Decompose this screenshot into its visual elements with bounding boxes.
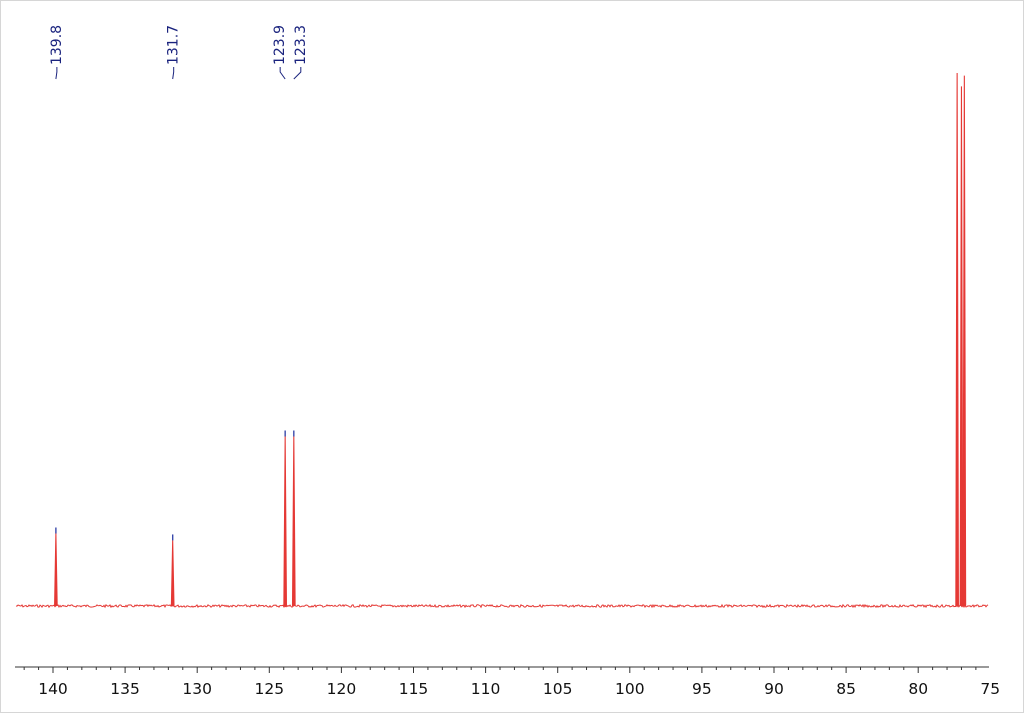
x-tick-label: 130 (182, 680, 212, 698)
x-tick-label: 115 (399, 680, 429, 698)
spectrum-peak (959, 86, 964, 607)
trace-layer (15, 72, 989, 609)
peak-label-connector (293, 67, 302, 80)
x-tick-label: 110 (471, 680, 501, 698)
peak-label-text: 123.9 (272, 25, 288, 65)
spectrum-peak (962, 75, 967, 607)
peak-label: 131.7 (166, 25, 182, 80)
x-tick-label: 120 (327, 680, 357, 698)
peak-label-connector (172, 67, 175, 80)
peak-label: 123.3 (293, 25, 309, 80)
peak-label: 139.8 (49, 25, 65, 80)
spectrum-baseline (15, 603, 989, 609)
peak-label-connector (279, 67, 286, 80)
x-axis: 1401351301251201151101051009590858075706… (15, 666, 1000, 698)
x-tick-label: 105 (543, 680, 573, 698)
peak-label-text: 139.8 (49, 25, 65, 65)
peak-label-layer: 139.8131.7123.9123.359.439.526.425.717.7… (49, 25, 309, 80)
peak-label-connector (55, 67, 58, 80)
spectrum-peak (170, 540, 175, 607)
x-tick-label: 85 (836, 680, 856, 698)
x-tick-label: 100 (615, 680, 645, 698)
x-tick-label: 75 (980, 680, 1000, 698)
spectrum-peak (955, 72, 959, 607)
x-tick-label: 125 (255, 680, 285, 698)
x-tick-label: 90 (764, 680, 784, 698)
peak-label-text: 123.3 (293, 25, 309, 65)
x-tick-label: 140 (38, 680, 68, 698)
peak-label-text: 131.7 (166, 25, 182, 65)
spectrum-peak (291, 436, 296, 607)
x-tick-label: 95 (692, 680, 712, 698)
x-tick-label: 80 (908, 680, 928, 698)
spectrum-peak (54, 533, 58, 607)
peak-label: 123.9 (272, 25, 288, 80)
x-tick-label: 135 (110, 680, 140, 698)
spectrum-peak (283, 436, 288, 607)
